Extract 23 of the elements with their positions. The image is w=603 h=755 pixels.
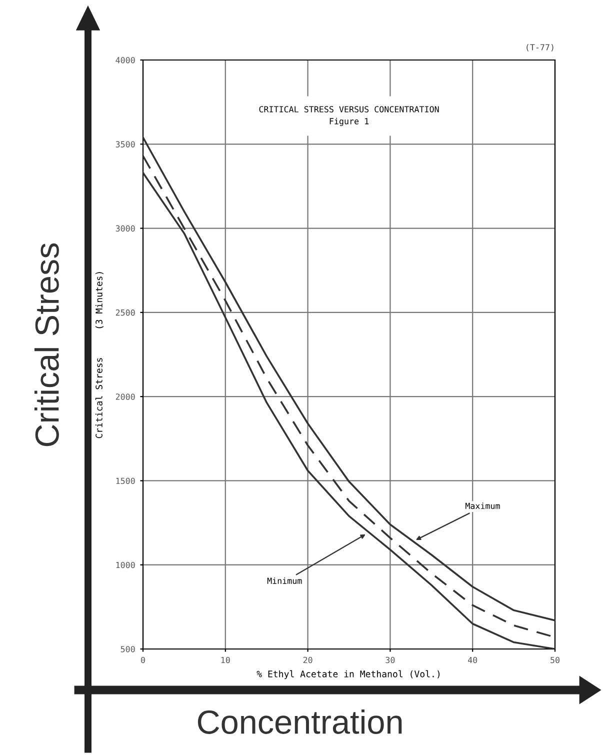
y-tick-label: 3500 bbox=[116, 141, 135, 148]
x-tick-label: 40 bbox=[468, 656, 478, 664]
x-tick-label: 30 bbox=[386, 656, 395, 664]
text: Critical Stress bbox=[34, 243, 59, 446]
text: CRITICAL STRESS VERSUS CONCENTRATION bbox=[259, 106, 439, 112]
x-tick-label: 50 bbox=[550, 656, 560, 664]
x-axis-title: % Ethyl Acetate in Methanol (Vol.) bbox=[256, 670, 440, 680]
x-tick-label: 20 bbox=[303, 656, 312, 664]
y-tick-label: 4000 bbox=[116, 57, 135, 64]
annotation: Maximum bbox=[466, 502, 500, 510]
text: (T-77) bbox=[526, 44, 554, 52]
y-tick-label: 2500 bbox=[116, 309, 135, 316]
y-tick-label: 2000 bbox=[116, 394, 135, 400]
y-tick-label: 500 bbox=[120, 646, 135, 652]
x-tick-label: 0 bbox=[141, 656, 145, 664]
annotation: Minimum bbox=[267, 577, 302, 584]
text: Figure 1 bbox=[330, 118, 369, 126]
y-axis-title: Critical Stress (3 Minutes) bbox=[95, 272, 104, 438]
text: Concentration bbox=[198, 709, 402, 734]
y-tick-label: 1500 bbox=[116, 478, 135, 484]
y-tick-label: 3000 bbox=[116, 225, 135, 232]
x-tick-label: 10 bbox=[221, 656, 230, 664]
y-tick-label: 1000 bbox=[116, 562, 135, 568]
